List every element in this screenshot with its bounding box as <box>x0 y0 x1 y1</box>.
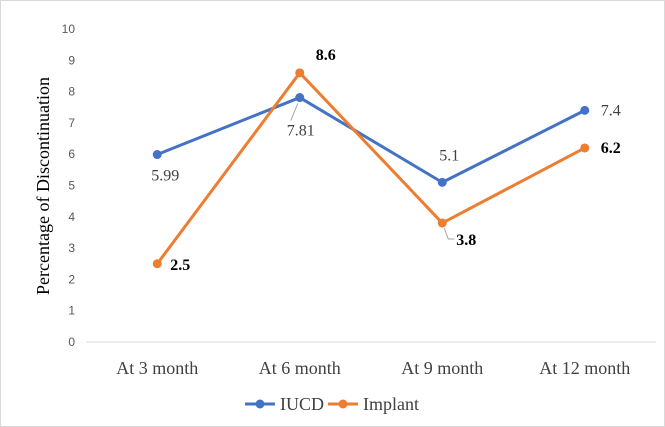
x-tick-label: At 3 month <box>116 358 198 378</box>
y-tick-label: 10 <box>62 22 76 36</box>
data-point-implant <box>152 259 162 269</box>
y-tick-label: 6 <box>68 147 75 161</box>
data-point-implant <box>580 143 590 153</box>
data-point-implant <box>437 218 447 228</box>
y-tick-label: 2 <box>68 272 75 286</box>
series-line-iucd <box>155 96 587 184</box>
legend-marker-iucd <box>255 399 265 409</box>
data-label-implant: 8.6 <box>316 47 336 64</box>
y-axis-ticks: 0 1 2 3 4 5 6 7 8 9 10 <box>62 22 76 349</box>
data-point-implant <box>295 68 305 78</box>
data-point-iucd <box>295 93 305 103</box>
label-leader-line <box>443 227 455 240</box>
data-label-iucd: 7.4 <box>601 102 621 119</box>
label-leader-line <box>290 103 299 121</box>
data-label-implant: 3.8 <box>456 232 476 249</box>
legend-label-implant: Implant <box>363 394 419 414</box>
data-point-iucd <box>152 150 162 160</box>
y-tick-label: 1 <box>68 304 75 318</box>
legend-label-iucd: IUCD <box>280 394 324 414</box>
data-label-implant: 6.2 <box>601 140 621 157</box>
series-line-implant <box>155 71 587 266</box>
data-label-iucd: 7.81 <box>287 123 315 140</box>
y-tick-label: 5 <box>68 179 75 193</box>
y-tick-label: 3 <box>68 241 75 255</box>
x-tick-label: At 6 month <box>259 358 341 378</box>
y-axis-title: Percentage of Discontinuation <box>33 77 53 295</box>
y-tick-label: 9 <box>68 53 75 67</box>
y-tick-label: 0 <box>68 335 75 349</box>
y-tick-label: 7 <box>68 116 75 130</box>
series-layer <box>152 68 590 269</box>
y-tick-label: 4 <box>68 210 75 224</box>
x-tick-label: At 9 month <box>401 358 483 378</box>
data-labels: 5.99 7.81 5.1 7.4 2.5 8.6 3.8 6.2 <box>151 47 621 274</box>
legend: IUCD Implant <box>245 394 419 414</box>
data-label-implant: 2.5 <box>170 257 190 274</box>
y-tick-label: 8 <box>68 85 75 99</box>
x-axis-ticks: At 3 month At 6 month At 9 month At 12 mont… <box>116 358 630 378</box>
x-tick-label: At 12 month <box>539 358 630 378</box>
legend-marker-implant <box>338 399 348 409</box>
data-label-iucd: 5.1 <box>439 147 459 164</box>
data-point-iucd <box>437 177 447 187</box>
data-point-iucd <box>580 105 590 115</box>
data-label-iucd: 5.99 <box>151 168 179 185</box>
